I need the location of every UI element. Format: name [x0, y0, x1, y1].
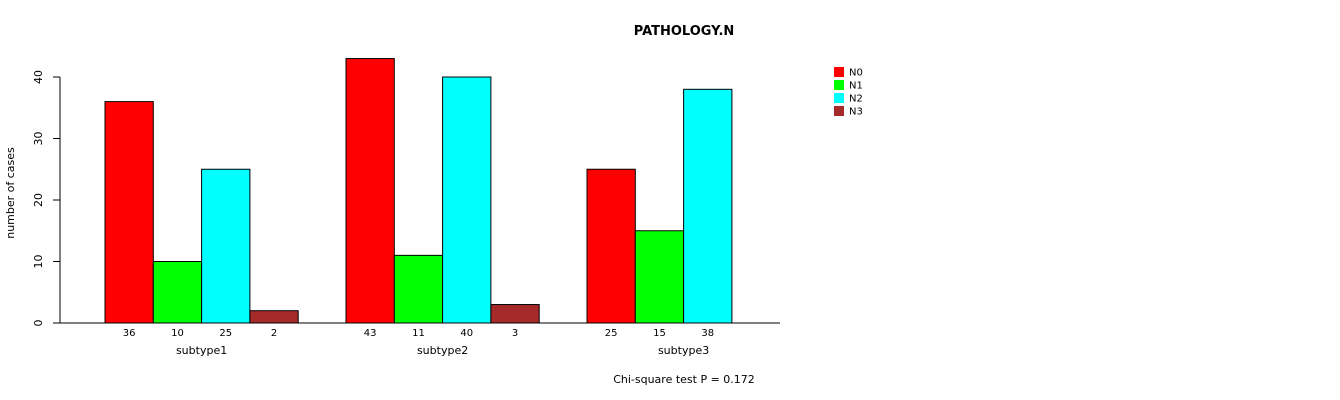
- bar-subtype2-N0: [345, 58, 395, 324]
- legend-swatch-N0: [834, 67, 844, 77]
- y-tick-label: 40: [32, 70, 45, 84]
- bar-subtype3-N1: [634, 230, 685, 324]
- bar-subtype1-N0: [104, 101, 154, 324]
- bar-count-label: 43: [364, 328, 377, 339]
- bars: 36 10 25 2 subtype1 43 11 40 3 subtype2 25 15 38 subt…: [60, 58, 780, 357]
- y-axis-label: number of cases: [4, 147, 17, 239]
- legend-swatch-N3: [834, 106, 844, 116]
- y-tick-label: 20: [32, 193, 45, 207]
- chi-square-annotation: Chi-square test P = 0.172: [613, 373, 755, 386]
- y-tick-label: 10: [32, 255, 45, 269]
- legend-label-N2: N2: [849, 94, 863, 105]
- bar-count-label: 38: [701, 328, 714, 339]
- bar-subtype1-N2: [201, 168, 251, 324]
- legend-label-N0: N0: [849, 68, 863, 79]
- y-tick-label: 0: [32, 320, 45, 327]
- bar-count-label: 10: [171, 328, 184, 339]
- group-label-subtype2: subtype2: [417, 344, 468, 357]
- bar-subtype1-N3: [249, 310, 299, 324]
- legend-swatch-N2: [834, 93, 844, 103]
- bar-count-label: 40: [460, 328, 473, 339]
- bar-count-label: 25: [219, 328, 232, 339]
- group-label-subtype1: subtype1: [176, 344, 227, 357]
- bar-subtype2-N1: [393, 254, 444, 324]
- bar-subtype2-N2: [442, 76, 492, 324]
- bar-count-label: 25: [605, 328, 618, 339]
- legend-label-N3: N3: [849, 107, 863, 118]
- y-tick-label: 30: [32, 132, 45, 146]
- bar-count-label: 15: [653, 328, 666, 339]
- legend-swatch-N1: [834, 80, 844, 90]
- y-axis: 0 10 20 30 40: [32, 70, 61, 327]
- group-label-subtype3: subtype3: [658, 344, 709, 357]
- bar-subtype3-N2: [683, 88, 733, 324]
- chart-title: PATHOLOGY.N: [634, 24, 735, 39]
- bar-count-label: 11: [412, 328, 425, 339]
- bar-count-label: 3: [512, 328, 518, 339]
- legend: N0 N1 N2 N3: [834, 67, 863, 118]
- bar-subtype3-N0: [586, 168, 636, 324]
- bar-subtype2-N3: [490, 304, 540, 324]
- bar-count-label: 36: [123, 328, 136, 339]
- bar-count-label: 2: [271, 328, 277, 339]
- bar-subtype1-N1: [152, 261, 203, 324]
- legend-label-N1: N1: [849, 81, 863, 92]
